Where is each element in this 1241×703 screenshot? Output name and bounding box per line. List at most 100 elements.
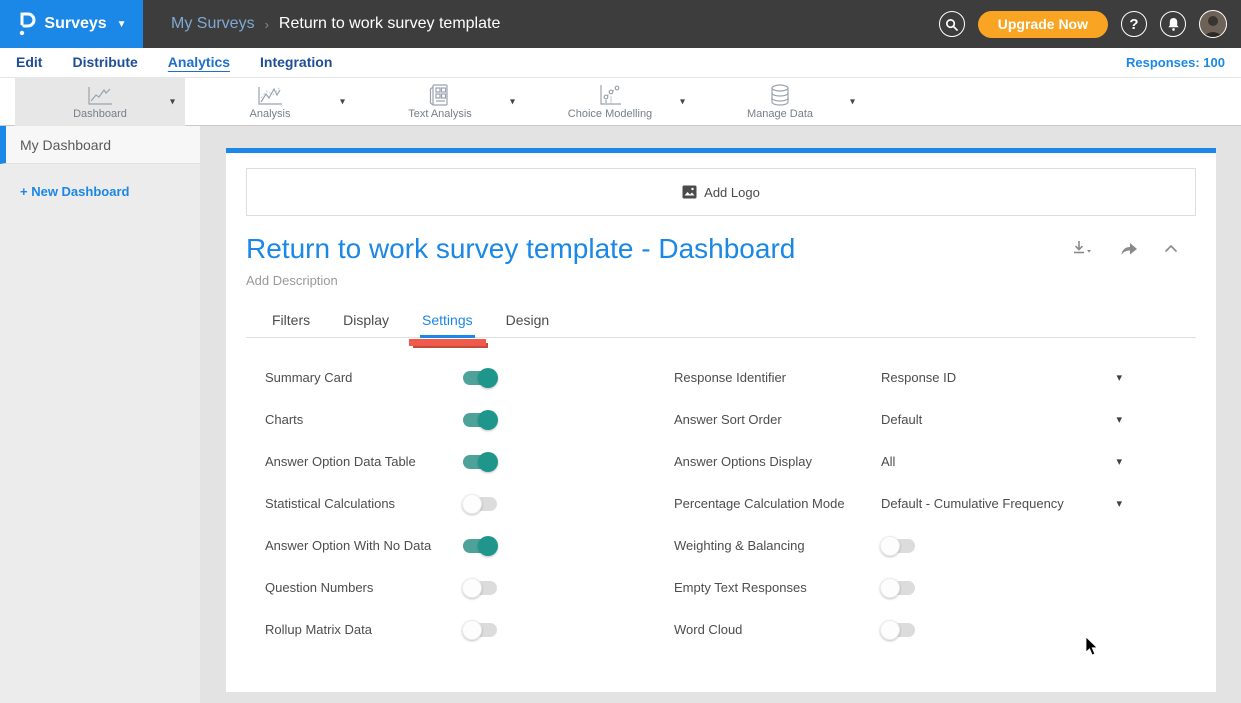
dropdown-value-response-identifier[interactable]: Response ID xyxy=(881,370,957,386)
toolbar-item-analysis[interactable]: Analysis ▾ xyxy=(185,78,355,126)
choice-modelling-icon xyxy=(598,84,622,106)
share-icon[interactable] xyxy=(1120,241,1138,256)
tab-display[interactable]: Display xyxy=(343,311,390,328)
responses-count: Responses: 100 xyxy=(1126,55,1225,70)
dashboard-card: Add Logo Return to work survey template … xyxy=(226,148,1216,692)
help-icon[interactable]: ? xyxy=(1121,11,1147,37)
chevron-down-icon[interactable]: ▾ xyxy=(339,96,345,108)
notifications-bell-icon[interactable] xyxy=(1160,11,1186,37)
chevron-down-icon[interactable]: ▾ xyxy=(679,96,685,108)
setting-row-answer-sort-order: Answer Sort Order Default ▾ xyxy=(674,399,1122,441)
setting-label: Empty Text Responses xyxy=(674,580,807,596)
product-switcher[interactable]: Surveys ▼ xyxy=(0,0,143,48)
chevron-down-icon: ▼ xyxy=(116,18,127,30)
setting-label: Statistical Calculations xyxy=(265,496,396,512)
toggle-switch-off[interactable] xyxy=(880,577,915,598)
sidebar-item-my-dashboard[interactable]: My Dashboard xyxy=(0,126,200,164)
breadcrumb-current-survey: Return to work survey template xyxy=(278,15,501,32)
setting-row-summary-card: Summary Card xyxy=(265,357,516,399)
toggle-switch-on[interactable] xyxy=(463,367,498,388)
add-logo-label: Add Logo xyxy=(704,184,760,200)
chevron-down-icon[interactable]: ▾ xyxy=(1116,414,1122,427)
toolbar-item-label: Manage Data xyxy=(746,108,814,120)
dashboard-sidebar: My Dashboard + New Dashboard xyxy=(0,126,200,703)
tab-filters[interactable]: Filters xyxy=(272,311,311,328)
toolbar-item-label: Analysis xyxy=(249,108,291,120)
nav-item-integration[interactable]: Integration xyxy=(260,53,333,70)
toggle-switch-on[interactable] xyxy=(463,535,498,556)
toolbar-item-text-analysis[interactable]: Text Analysis ▾ xyxy=(355,78,525,126)
toggle-knob xyxy=(478,367,498,388)
setting-label: Word Cloud xyxy=(674,622,743,638)
toolbar-item-label: Text Analysis xyxy=(408,108,472,120)
toggle-switch-off[interactable] xyxy=(880,535,915,556)
nav-item-distribute[interactable]: Distribute xyxy=(72,53,138,70)
chevron-down-icon[interactable]: ▾ xyxy=(1116,498,1122,511)
setting-label: Charts xyxy=(265,412,304,428)
survey-nav: Edit Distribute Analytics Integration Respo… xyxy=(0,48,1241,78)
setting-row-empty-text-responses: Empty Text Responses xyxy=(674,567,1122,609)
toggle-knob xyxy=(880,535,900,556)
page-title: Return to work survey template - Dashboa… xyxy=(246,233,796,264)
content-area: My Dashboard + New Dashboard Add Logo Re… xyxy=(0,126,1241,703)
toggle-switch-off[interactable] xyxy=(880,619,915,640)
add-description-field[interactable]: Add Description xyxy=(246,272,338,288)
setting-label: Percentage Calculation Mode xyxy=(674,496,845,512)
setting-row-charts: Charts xyxy=(265,399,516,441)
toggle-switch-off[interactable] xyxy=(462,493,497,514)
toggle-knob xyxy=(880,577,900,598)
analytics-toolbar: Dashboard ▾ Analysis ▾ Text Analysis ▾ Choice … xyxy=(0,78,1241,126)
collapse-chevron-up-icon[interactable] xyxy=(1164,244,1178,253)
dropdown-value-answer-options-display[interactable]: All xyxy=(881,454,896,470)
toggle-knob xyxy=(462,619,482,640)
search-icon[interactable] xyxy=(938,11,965,37)
chevron-down-icon[interactable]: ▾ xyxy=(1116,456,1122,469)
tab-settings[interactable]: Settings xyxy=(409,312,486,346)
toolbar-item-choice-modelling[interactable]: Choice Modelling ▾ xyxy=(525,78,695,126)
setting-row-word-cloud: Word Cloud xyxy=(674,609,1122,651)
breadcrumb: My Surveys › Return to work survey templ… xyxy=(171,15,500,33)
setting-row-question-numbers: Question Numbers xyxy=(265,567,516,609)
download-icon[interactable] xyxy=(1072,240,1094,256)
toggle-knob xyxy=(880,619,900,640)
toolbar-item-label: Choice Modelling xyxy=(567,108,653,120)
setting-label: Rollup Matrix Data xyxy=(265,622,372,638)
tab-design[interactable]: Design xyxy=(505,311,550,328)
annotation-marker xyxy=(409,338,486,346)
setting-row-answer-option-data-table: Answer Option Data Table xyxy=(265,441,516,483)
toggle-switch-off[interactable] xyxy=(462,619,497,640)
dropdown-value-percentage-calculation-mode[interactable]: Default - Cumulative Frequency xyxy=(881,496,1064,512)
toolbar-item-label: Dashboard xyxy=(73,108,127,120)
new-dashboard-button[interactable]: + New Dashboard xyxy=(20,184,130,199)
dropdown-value-answer-sort-order[interactable]: Default xyxy=(881,412,923,428)
chevron-down-icon[interactable]: ▾ xyxy=(169,96,175,108)
toolbar-item-dashboard[interactable]: Dashboard ▾ xyxy=(15,78,185,126)
setting-row-response-identifier: Response Identifier Response ID ▾ xyxy=(674,357,1122,399)
app-header: Surveys ▼ My Surveys › Return to work su… xyxy=(0,0,1241,48)
analysis-chart-icon xyxy=(257,84,283,106)
upgrade-now-button[interactable]: Upgrade Now xyxy=(977,10,1108,38)
user-avatar[interactable] xyxy=(1199,10,1227,38)
chevron-down-icon[interactable]: ▾ xyxy=(1116,372,1122,385)
toolbar-item-manage-data[interactable]: Manage Data ▾ xyxy=(695,78,865,126)
setting-label: Answer Sort Order xyxy=(674,412,782,428)
toggle-switch-on[interactable] xyxy=(463,409,498,430)
setting-label: Summary Card xyxy=(265,370,353,386)
header-actions: Upgrade Now ? xyxy=(938,10,1241,38)
setting-label: Answer Option Data Table xyxy=(265,454,416,470)
settings-panel: Summary Card Charts Answer Option Data Tab… xyxy=(246,357,1196,651)
chevron-down-icon[interactable]: ▾ xyxy=(509,96,515,108)
setting-label: Question Numbers xyxy=(265,580,374,596)
nav-item-analytics[interactable]: Analytics xyxy=(167,53,231,70)
text-analysis-icon xyxy=(429,84,451,106)
breadcrumb-my-surveys[interactable]: My Surveys xyxy=(171,15,255,32)
toggle-switch-on[interactable] xyxy=(463,451,498,472)
add-logo-button[interactable]: Add Logo xyxy=(246,168,1196,216)
survey-nav-items: Edit Distribute Analytics Integration xyxy=(16,54,362,72)
setting-row-percentage-calculation-mode: Percentage Calculation Mode Default - Cum… xyxy=(674,483,1122,525)
chevron-down-icon[interactable]: ▾ xyxy=(849,96,855,108)
dashboard-chart-icon xyxy=(87,84,113,106)
nav-item-edit[interactable]: Edit xyxy=(16,53,43,70)
questionpro-logo-icon xyxy=(20,12,36,36)
toggle-switch-off[interactable] xyxy=(462,577,497,598)
